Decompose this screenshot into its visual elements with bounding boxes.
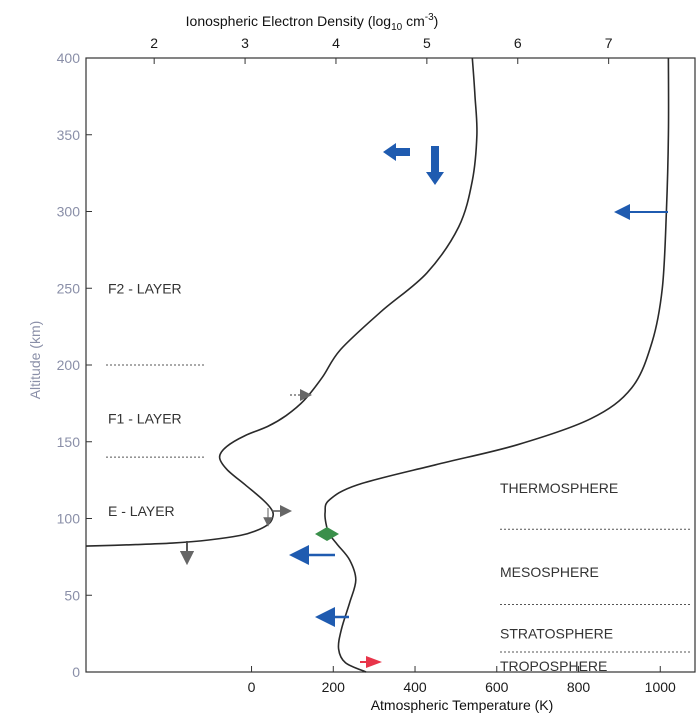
atmosphere-regions: THERMOSPHERE MESOSPHERE STRATOSPHERE TROPOS…	[500, 480, 692, 674]
top-tick-label: 6	[514, 35, 522, 51]
electron-density-curve	[85, 57, 478, 547]
bottom-tick-label: 200	[322, 679, 346, 695]
region-label: TROPOSPHERE	[500, 658, 607, 674]
blue-down-block-arrow	[426, 146, 444, 185]
top-tick-label: 2	[150, 35, 158, 51]
left-tick-label: 350	[57, 127, 81, 143]
bottom-tick-label: 0	[248, 679, 256, 695]
left-tick-label: 50	[64, 587, 80, 603]
green-diamond-marker	[315, 527, 339, 541]
layer-label: F2 - LAYER	[108, 280, 182, 296]
left-tick-label: 200	[57, 357, 81, 373]
region-label: THERMOSPHERE	[500, 480, 618, 496]
left-axis-ticks: 0 50 100 150 200 250 300 350 400	[57, 50, 92, 680]
blue-left-block-arrow	[383, 143, 410, 161]
left-tick-label: 300	[57, 204, 81, 220]
arrow-annotations	[179, 143, 668, 668]
layer-label: E - LAYER	[108, 503, 175, 519]
red-arrow-marker	[366, 656, 382, 668]
bottom-axis-title: Atmospheric Temperature (K)	[371, 697, 554, 713]
bottom-tick-label: 1000	[645, 679, 676, 695]
left-tick-label: 250	[57, 280, 81, 296]
top-axis-title: Ionospheric Electron Density (log10 cm-3…	[186, 12, 439, 33]
top-tick-label: 5	[423, 35, 431, 51]
top-tick-label: 3	[241, 35, 249, 51]
region-label: STRATOSPHERE	[500, 626, 613, 642]
left-tick-label: 150	[57, 434, 81, 450]
bottom-tick-label: 800	[567, 679, 591, 695]
left-tick-label: 400	[57, 50, 81, 66]
bottom-tick-label: 400	[403, 679, 427, 695]
top-axis-ticks: 2 3 4 5 6 7	[150, 35, 613, 64]
left-tick-label: 0	[72, 664, 80, 680]
region-label: MESOSPHERE	[500, 564, 599, 580]
bottom-tick-label: 600	[485, 679, 509, 695]
bottom-axis-ticks: 0 200 400 600 800 1000	[248, 666, 676, 695]
top-tick-label: 7	[605, 35, 613, 51]
left-axis-title: Altitude (km)	[27, 321, 43, 400]
left-tick-label: 100	[57, 511, 81, 527]
top-tick-label: 4	[332, 35, 340, 51]
temperature-curve	[324, 57, 670, 673]
layer-label: F1 - LAYER	[108, 411, 182, 427]
ionosphere-layers: F2 - LAYER F1 - LAYER E - LAYER	[106, 280, 205, 519]
